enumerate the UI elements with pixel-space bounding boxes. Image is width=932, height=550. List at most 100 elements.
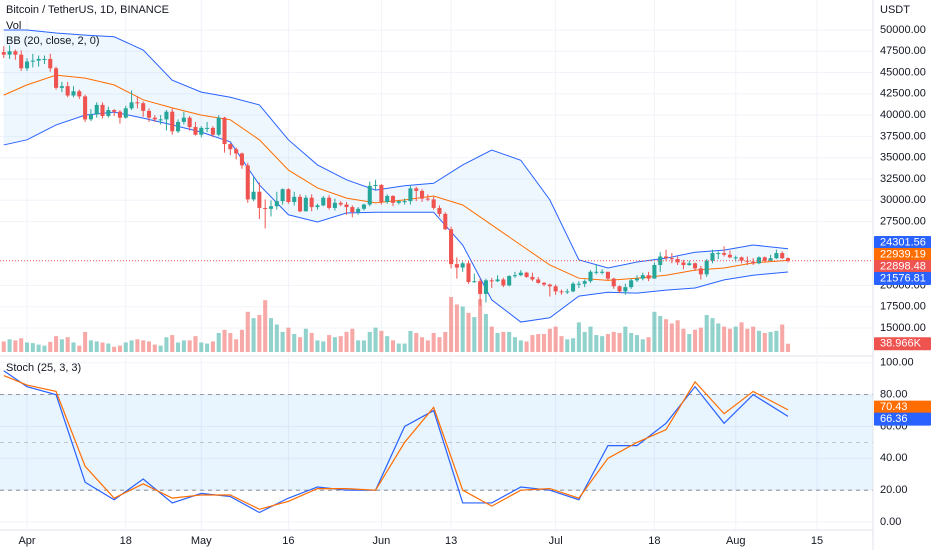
candle-body [210,127,215,135]
volume-bar [547,328,552,352]
candle-body [768,258,773,261]
y-tick-label: 47500.00 [880,45,926,57]
volume-bar [600,336,605,352]
candle-body [170,111,175,132]
volume-bar [338,336,343,352]
candle-body [42,58,47,60]
volume-bar [88,340,93,352]
y-tick-label: 40.00 [880,452,908,464]
indicator-fills [0,29,873,491]
candle-body [460,263,465,268]
volume-bar [483,313,488,352]
volume-bar [687,334,692,352]
volume-bar [30,343,35,352]
volume-bar [303,328,308,352]
candle-body [245,165,250,200]
volume-bar [181,340,186,352]
candle-body [158,119,163,121]
y-tick-label: 37500.00 [880,130,926,142]
candle-body [24,61,30,69]
candle-body [722,253,727,255]
chart-title: Bitcoin / TetherUS, 1D, BINANCE [6,4,169,16]
candle-body [176,121,181,132]
candle-body [344,204,349,208]
volume-bar [408,330,413,352]
volume-bar [65,337,70,352]
price-badge-label: 22939.19 [880,248,926,260]
volume-bar [170,335,175,352]
volume-bar [425,340,430,352]
bb-upper [3,29,789,269]
volume-bar [361,340,366,352]
y-tick-label: 42500.00 [880,88,926,100]
candle-body [164,111,169,120]
candle-body [19,54,24,69]
volume-bar [379,330,384,352]
candle-body [559,291,564,293]
candle-body [385,196,390,202]
candle-body [361,204,366,209]
volume-bar [257,314,262,352]
volume-bar [117,345,122,352]
y-tick-label: 17500.00 [880,301,926,313]
volume-bar [559,336,564,352]
candle-body [646,275,651,279]
candle-body [640,275,645,279]
candles [0,45,873,306]
volume-bar [373,327,378,352]
candle-body [675,259,680,263]
candle-body [501,279,506,286]
price-badge [874,271,931,285]
volume-bar [449,297,454,352]
volume-bar [658,316,663,352]
candle-body [77,91,82,97]
volume-bar [611,331,616,352]
candle-body [356,208,361,213]
candle-body [36,58,41,61]
volume-bar [605,334,610,352]
y-tick-label: 35000.00 [880,152,926,164]
candle-body [129,102,134,109]
volume-bar [681,328,686,352]
bb-basis [3,74,789,281]
candle-body [367,185,372,205]
volume-bar [524,341,529,352]
candle-body [524,272,529,277]
volume-bar [274,324,279,352]
candle-body [600,271,605,273]
candle-body [611,278,616,287]
candle-body [1,52,6,55]
candle-body [292,196,297,202]
volume-bar [629,332,634,352]
candle-body [605,271,610,279]
volume-bar [129,340,134,352]
volume-bar [187,340,192,352]
candle-body [7,51,12,55]
volume-bar [472,317,477,352]
candle-body [495,279,500,282]
candle-body [100,104,105,116]
volume-bar [350,328,355,352]
candle-body [268,206,274,209]
volume-bar [106,343,111,352]
y-tick-label: 40000.00 [880,109,926,121]
candle-body [181,117,186,122]
candle-body [594,271,599,273]
candle-body [379,184,384,202]
volume-bar [268,318,274,352]
candle-body [756,257,761,264]
volume-bar [617,332,622,352]
axes: Apr 18 May 16 Jun 13 Jul 18 Aug 15 50000.00 47500.0… [18,24,925,547]
volume-bar [234,339,239,352]
volume-bar [553,326,558,352]
volume-bar [652,311,657,352]
stoch-d [3,374,789,510]
candle-body [547,284,552,287]
y-tick-label: 30000.00 [880,194,926,206]
axis-unit: USDT [880,4,910,16]
volume-bar [356,340,361,352]
price-badge-label: 24301.56 [880,236,926,248]
volume-bar [536,334,541,352]
candle-body [327,197,332,208]
